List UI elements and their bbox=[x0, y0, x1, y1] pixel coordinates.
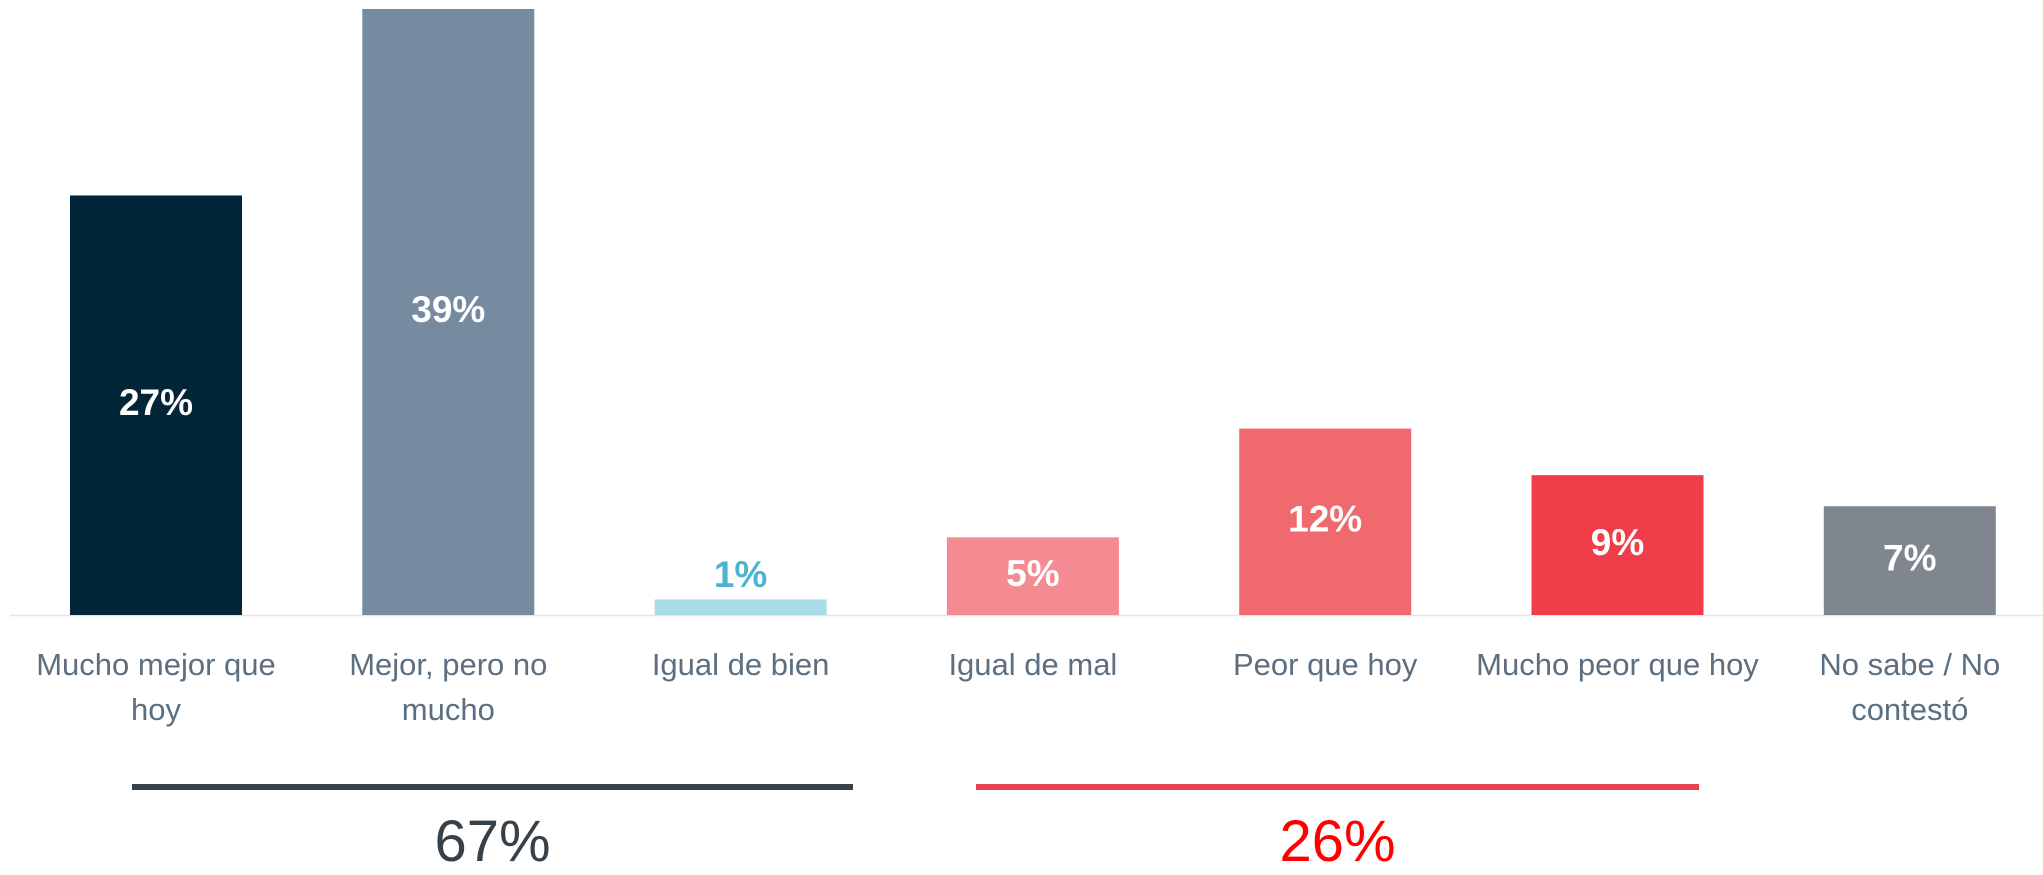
x-tick-label: Igual de bien bbox=[651, 647, 830, 682]
group-total: 26% bbox=[1279, 809, 1396, 874]
value-label: 1% bbox=[714, 554, 767, 595]
value-label: 27% bbox=[119, 382, 193, 423]
x-tick-label: Igual de mal bbox=[948, 647, 1118, 682]
x-tick-label: No sabe / No contestó bbox=[1819, 647, 2001, 727]
bar bbox=[1823, 506, 1996, 615]
value-label: 7% bbox=[1883, 537, 1936, 578]
bar bbox=[1531, 475, 1704, 615]
value-label: 5% bbox=[1006, 553, 1059, 594]
bar bbox=[70, 195, 242, 615]
x-tick-label: Mucho mejor que hoy bbox=[36, 647, 276, 727]
group-total: 67% bbox=[434, 809, 551, 874]
value-label: 9% bbox=[1591, 522, 1644, 563]
bar bbox=[362, 9, 535, 615]
x-tick-label: Mucho peor que hoy bbox=[1476, 647, 1759, 682]
x-tick-label: Peor que hoy bbox=[1232, 647, 1418, 682]
bar bbox=[946, 537, 1119, 615]
bar bbox=[1239, 428, 1412, 615]
bar bbox=[654, 599, 827, 615]
value-label: 12% bbox=[1288, 499, 1362, 540]
value-label: 39% bbox=[411, 289, 485, 330]
x-tick-label: Mejor, pero no mucho bbox=[349, 647, 548, 727]
